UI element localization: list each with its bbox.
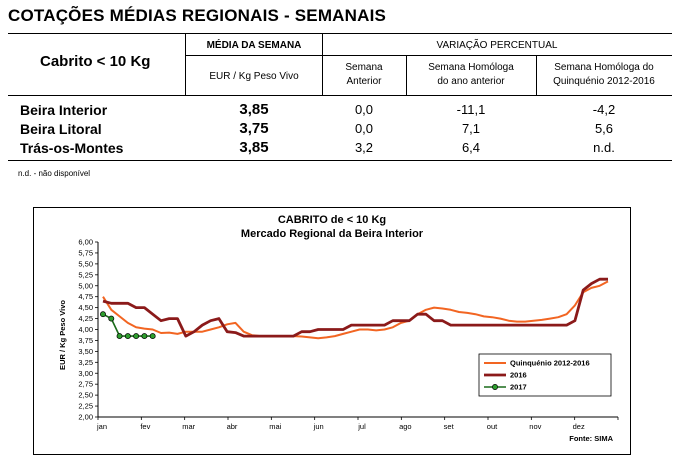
- y-tick-label: 4,50: [78, 303, 93, 312]
- homologa-ano-value: 6,4: [461, 140, 481, 155]
- y-tick-label: 6,00: [78, 238, 93, 247]
- media-value: 3,85: [239, 101, 269, 118]
- homologa-quinquenio-value: 5,6: [594, 121, 614, 136]
- y-tick-label: 5,50: [78, 259, 93, 268]
- col-variacao-header: VARIAÇÃO PERCENTUAL: [436, 40, 558, 51]
- y-axis-label: EUR / Kg Peso Vivo: [58, 300, 67, 370]
- x-tick-label: mar: [182, 422, 195, 431]
- chart-title: CABRITO de < 10 Kg: [278, 214, 386, 226]
- y-tick-label: 4,00: [78, 325, 93, 334]
- x-tick-label: jul: [357, 422, 366, 431]
- legend-marker: [492, 384, 498, 390]
- y-tick-label: 3,25: [78, 358, 93, 367]
- legend-label: Quinquénio 2012-2016: [510, 359, 590, 368]
- footnote: n.d. - não disponível: [18, 169, 91, 178]
- x-tick-label: jan: [96, 422, 107, 431]
- media-value: 3,85: [239, 139, 269, 156]
- y-tick-label: 4,75: [78, 292, 93, 301]
- chart-subtitle: Mercado Regional da Beira Interior: [241, 228, 424, 240]
- chart-frame: [33, 207, 631, 455]
- col-homologa-ano: Semana Homóloga do ano anterior: [428, 62, 514, 87]
- homologa-ano-value: -11,1: [456, 102, 486, 117]
- x-tick-label: fev: [140, 422, 150, 431]
- legend-label: 2016: [510, 371, 527, 380]
- legend-label: 2017: [510, 383, 527, 392]
- y-tick-label: 3,75: [78, 336, 93, 345]
- x-tick-label: out: [487, 422, 498, 431]
- y-tick-label: 2,00: [78, 413, 93, 422]
- y-tick-label: 5,25: [78, 270, 93, 279]
- y-tick-label: 3,50: [78, 347, 93, 356]
- col-homologa-quinquenio: Semana Homóloga do Quinquénio 2012-2016: [553, 62, 655, 87]
- series-point: [124, 333, 131, 340]
- series-lines: [100, 277, 609, 340]
- series-point: [149, 333, 156, 340]
- anterior-value: 0,0: [354, 102, 374, 117]
- series-line-1: [102, 277, 608, 338]
- x-tick-label: dez: [573, 422, 585, 431]
- col-media-header: MÉDIA DA SEMANA: [206, 40, 302, 51]
- homologa-ano-value: 7,1: [461, 121, 481, 136]
- col-semana-anterior: Semana Anterior: [345, 62, 383, 87]
- y-tick-label: 2,50: [78, 391, 93, 400]
- anterior-value: 0,0: [354, 121, 374, 136]
- homologa-quinquenio-value: -4,2: [592, 102, 616, 117]
- series-point: [141, 333, 148, 340]
- x-tick-label: ago: [399, 422, 412, 431]
- homologa-quinquenio-value: n.d.: [593, 140, 615, 155]
- series-point: [116, 333, 123, 340]
- source-label: Fonte: SIMA: [569, 434, 613, 443]
- x-tick-label: abr: [227, 422, 238, 431]
- y-tick-label: 2,25: [78, 402, 93, 411]
- anterior-value: 3,2: [354, 140, 374, 155]
- report-title: COTAÇÕES MÉDIAS REGIONAIS - SEMANAIS: [8, 6, 387, 25]
- region-name: Beira Litoral: [20, 121, 102, 137]
- col-media-unit: EUR / Kg Peso Vivo: [209, 71, 299, 82]
- series-point: [100, 311, 106, 318]
- axes: 2,00 2,25 2,50 2,75 3,00 3,25 3,50 3,75 4,00 4,25…: [78, 238, 619, 431]
- y-tick-label: 4,25: [78, 314, 93, 323]
- x-tick-label: nov: [529, 422, 541, 431]
- product-label: Cabrito < 10 Kg: [40, 53, 151, 70]
- x-tick-label: set: [444, 422, 455, 431]
- legend: Quinquénio 2012-2016 2016 2017: [478, 353, 612, 397]
- y-tick-label: 3,00: [78, 369, 93, 378]
- y-tick-label: 2,75: [78, 380, 93, 389]
- price-line-chart: CABRITO de < 10 Kg Mercado Regional da B…: [33, 207, 631, 455]
- series-point: [108, 315, 115, 322]
- series-point: [133, 333, 140, 340]
- x-tick-label: jun: [313, 422, 324, 431]
- region-name: Beira Interior: [20, 102, 108, 118]
- media-value: 3,75: [239, 120, 269, 137]
- x-tick-label: mai: [269, 422, 281, 431]
- y-tick-label: 5,00: [78, 281, 93, 290]
- series-line-0: [102, 280, 609, 340]
- top-rule: [8, 33, 672, 34]
- y-tick-label: 5,75: [78, 248, 93, 257]
- region-name: Trás-os-Montes: [20, 140, 124, 156]
